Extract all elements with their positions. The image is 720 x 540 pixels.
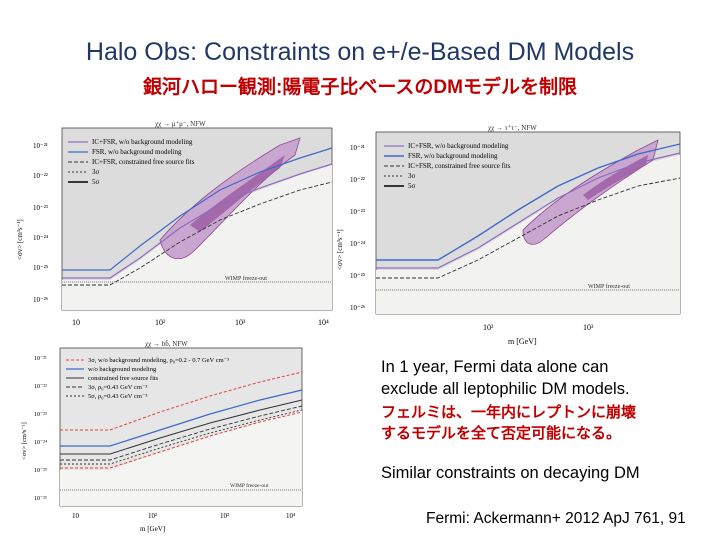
legend: IC+FSR, w/o background modeling FSR, w/o… — [384, 142, 511, 190]
curve-ic-fsr — [376, 152, 681, 269]
x-tick-label: 10⁴ — [286, 512, 296, 520]
y-tick-label: 10⁻²⁴ — [350, 240, 366, 248]
positron-region-inner — [190, 155, 285, 232]
plot-tautau: WIMP freeze-out χχ → τ⁺τ⁻, NFW IC+FSR, w… — [336, 120, 690, 350]
legend: 3σ, w/o background modeling, ρ₀=0.2 - 0.… — [66, 357, 229, 400]
x-tick-label: 10⁴ — [318, 318, 329, 327]
y-axis-label: <σv> [cm³s⁻¹] — [21, 422, 28, 460]
x-tick-label: 10² — [483, 323, 494, 332]
freeze-out-label: WIMP freeze-out — [588, 283, 630, 290]
plot-mumu: WIMP freeze-out χχ → μ⁺μ⁻, NFW IC+FSR, w… — [16, 120, 340, 338]
note-decaying-dm: Similar constraints on decaying DM — [381, 464, 640, 482]
channel-label: χχ → τ⁺τ⁻, NFW — [488, 124, 537, 132]
slide-subtitle: 銀河ハロー観測:陽電子比ベースのDMモデルを制限 — [143, 77, 577, 98]
x-tick-label: 10³ — [220, 512, 229, 520]
legend-item: IC+FSR, constrained free source fits — [408, 162, 511, 170]
x-axis-label: m [GeV] — [140, 525, 165, 533]
legend-item: 3σ, ρ₀=0.43 GeV cm⁻³ — [88, 384, 147, 391]
legend-item: 3σ, w/o background modeling, ρ₀=0.2 - 0.… — [88, 357, 229, 364]
y-tick-label: 10⁻²¹ — [350, 144, 365, 152]
y-axis-label: <σv> [cm³s⁻¹] — [16, 219, 24, 260]
y-tick-label: 10⁻²⁴ — [33, 234, 49, 242]
x-tick-label: 10³ — [583, 323, 594, 332]
curve-wo-background — [60, 389, 303, 447]
curve-ic-fsr — [62, 163, 333, 279]
plot-bb: WIMP freeze-out χχ → bb̄, NFW 3σ, w/o ba… — [21, 340, 310, 535]
curve-constrained — [60, 399, 303, 455]
legend: IC+FSR, w/o background modeling FSR, w/o… — [68, 138, 195, 186]
y-tick-label: 10⁻²⁶ — [34, 496, 47, 502]
curve-3sigma-range-lower — [60, 411, 303, 469]
y-tick-label: 10⁻²⁵ — [34, 468, 47, 474]
y-tick-label: 10⁻²⁴ — [34, 440, 47, 446]
freeze-out-label: WIMP freeze-out — [230, 482, 269, 489]
x-tick-label: 10³ — [235, 318, 246, 327]
legend-item: FSR, w/o background modeling — [408, 152, 498, 160]
y-tick-label: 10⁻²² — [34, 384, 47, 390]
y-tick-label: 10⁻²¹ — [33, 142, 48, 150]
y-tick-label: 10⁻²⁶ — [33, 296, 49, 304]
curve-fsr — [376, 143, 681, 261]
legend-item: FSR, w/o background modeling — [92, 148, 182, 156]
curve-fsr — [62, 147, 333, 271]
note-en-line-2: exclude all leptophilic DM models. — [381, 380, 630, 398]
reference-citation: Fermi: Ackermann+ 2012 ApJ 761, 91 — [426, 510, 686, 527]
channel-label: χχ → μ⁺μ⁻, NFW — [155, 120, 206, 128]
y-tick-label: 10⁻²⁵ — [33, 264, 49, 272]
legend-item: IC+FSR, w/o background modeling — [408, 142, 509, 150]
legend-item: 5σ — [92, 178, 100, 186]
y-tick-label: 10⁻²³ — [34, 412, 47, 418]
legend-item: 3σ — [408, 172, 416, 180]
freeze-out-label: WIMP freeze-out — [225, 275, 267, 282]
curve-constrained — [376, 177, 681, 279]
y-tick-label: 10⁻²¹ — [34, 356, 47, 362]
x-axis-label: m [GeV] — [508, 337, 537, 346]
y-axis-label: <σv> [cm³s⁻¹] — [336, 229, 344, 270]
legend-item: IC+FSR, constrained free source fits — [92, 158, 195, 166]
legend-item: 3σ — [92, 168, 100, 176]
note-jp-line-1: フェルミは、一年内にレプトンに崩壊 — [381, 404, 637, 421]
y-tick-label: 10⁻²³ — [33, 204, 48, 212]
channel-label: χχ → bb̄, NFW — [145, 340, 188, 348]
curve-constrained — [62, 181, 333, 286]
y-tick-label: 10⁻²⁵ — [350, 272, 366, 280]
legend-item: 5σ — [408, 182, 416, 190]
allowed-region — [60, 410, 302, 506]
y-tick-label: 10⁻²² — [33, 172, 48, 180]
note-en-line-1: In 1 year, Fermi data alone can — [381, 358, 609, 376]
y-tick-label: 10⁻²² — [350, 176, 365, 184]
positron-region-inner — [583, 155, 648, 200]
x-tick-label: 10² — [155, 318, 166, 327]
note-jp-line-2: するモデルを全て否定可能になる。 — [381, 425, 622, 442]
curve-3sigma-range-upper — [60, 371, 303, 431]
legend-item: w/o background modeling — [88, 366, 157, 373]
y-tick-label: 10⁻²⁶ — [350, 304, 366, 312]
x-tick-label: 10 — [72, 512, 80, 520]
x-tick-label: 10 — [72, 318, 80, 327]
curve-5sigma — [60, 409, 303, 465]
curve-3sigma — [60, 405, 303, 461]
y-tick-label: 10⁻²³ — [350, 208, 365, 216]
legend-item: 5σ, ρ₀=0.43 GeV cm⁻³ — [88, 393, 147, 400]
legend-item: IC+FSR, w/o background modeling — [92, 138, 193, 146]
legend-item: constrained free source fits — [88, 375, 159, 382]
slide-title: Halo Obs: Constraints on e+/e-Based DM M… — [85, 38, 635, 66]
x-tick-label: 10² — [148, 512, 157, 520]
